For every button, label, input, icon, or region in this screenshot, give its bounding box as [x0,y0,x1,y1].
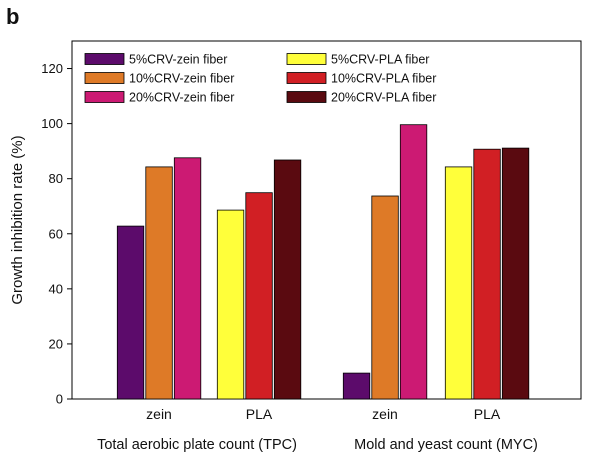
legend-swatch [84,72,125,84]
y-tick-label: 60 [49,226,63,241]
legend-swatch [84,53,125,65]
legend-item: 5%CRV-PLA fiber [286,53,429,67]
legend-swatch [286,91,327,103]
legend-swatch [286,72,327,84]
bar [173,157,202,400]
legend-label: 5%CRV-zein fiber [129,53,227,67]
legend-label: 10%CRV-PLA fiber [331,72,436,86]
y-tick-label: 0 [56,392,63,407]
bar [245,192,273,400]
legend-swatch [286,53,327,65]
legend-label: 5%CRV-PLA fiber [331,53,429,67]
y-axis-title: Growth inhibition rate (%) [9,135,26,304]
legend: 5%CRV-zein fiber 10%CRV-zein fiber 20%CRV-… [84,53,436,105]
y-tick-label: 20 [49,336,63,351]
x-category-label: zein [372,406,398,422]
legend-item: 10%CRV-zein fiber [84,72,234,86]
x-category-label: zein [146,406,172,422]
bar [273,159,302,400]
bar [342,372,371,400]
bar [116,225,145,400]
y-tick-label: 120 [41,61,63,76]
legend-swatch [84,91,125,103]
plot-frame [71,40,582,400]
bar [216,209,245,400]
x-group-label: Mold and yeast count (MYC) [354,437,538,453]
bar [444,166,473,400]
y-tick-label: 40 [49,281,63,296]
y-tick-label: 100 [41,116,63,131]
x-category-label: PLA [246,406,273,422]
bars [116,124,530,400]
bar [399,124,428,400]
legend-label: 10%CRV-zein fiber [129,72,234,86]
legend-item: 20%CRV-zein fiber [84,91,234,105]
bar [145,166,173,400]
legend-item: 10%CRV-PLA fiber [286,72,436,86]
legend-label: 20%CRV-PLA fiber [331,91,436,105]
axes: 0 20 40 60 80 100 120 zein PLA zein PLA Total aerob… [41,40,582,453]
bar [371,195,399,400]
legend-item: 5%CRV-zein fiber [84,53,227,67]
x-group-label: Total aerobic plate count (TPC) [97,437,297,453]
legend-item: 20%CRV-PLA fiber [286,91,436,105]
panel-label: b [6,4,19,29]
bar [473,148,501,400]
x-category-label: PLA [474,406,501,422]
legend-label: 20%CRV-zein fiber [129,91,234,105]
bar [501,147,530,400]
y-tick-label: 80 [49,171,63,186]
